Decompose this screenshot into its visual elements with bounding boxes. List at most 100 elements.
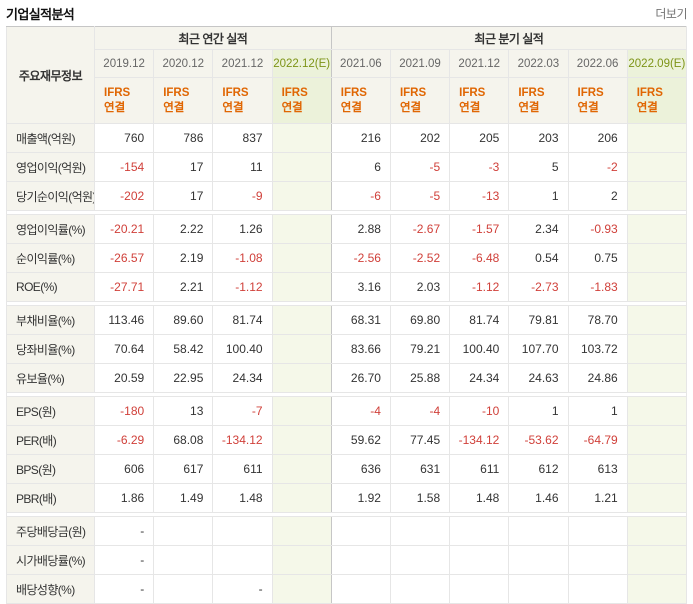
value-cell [627, 214, 688, 244]
consolidation-scope-label: 연결 [340, 101, 362, 114]
standard-header: IFRS 연결 [508, 77, 569, 124]
value-cell [449, 545, 510, 575]
accounting-standard-label: IFRS [163, 86, 190, 99]
accounting-standard-label: IFRS [518, 86, 545, 99]
consolidation-scope-label: 연결 [399, 101, 422, 114]
accounting-standard-label: IFRS [577, 86, 604, 99]
value-cell: 2.34 [508, 214, 569, 244]
value-cell: 17 [153, 181, 214, 211]
value-cell: 2.03 [390, 272, 451, 302]
metric-label: ROE(%) [6, 272, 95, 302]
value-cell: 5 [508, 152, 569, 182]
value-cell: 79.81 [508, 305, 569, 335]
value-cell: 617 [153, 454, 214, 484]
metric-row: 당기순이익(억원) -202 17 -9 -6 -5 -13 1 2 [6, 181, 688, 211]
value-cell [272, 272, 332, 302]
standard-header-row: IFRS 연결 IFRS 연결 IFRS 연결 IFRS 연결 IFRS 연결 IFRS 연결 IFRS… [7, 77, 688, 124]
metric-label: 순이익률(%) [6, 243, 95, 273]
value-cell: -6 [331, 181, 391, 211]
metric-row: EPS(원) -180 13 -7 -4 -4 -10 1 1 [6, 396, 688, 426]
value-cell [627, 425, 688, 455]
metric-row: BPS(원) 606 617 611 636 631 611 612 613 [6, 454, 688, 484]
value-cell: 1 [508, 396, 569, 426]
metric-label: PBR(배) [6, 483, 95, 513]
value-cell [331, 545, 391, 575]
value-cell: 22.95 [153, 363, 214, 393]
value-cell: 113.46 [94, 305, 155, 335]
value-cell: 70.64 [94, 334, 155, 364]
value-cell: 611 [449, 454, 510, 484]
accounting-standard-label: IFRS [340, 86, 367, 99]
value-cell [627, 574, 688, 604]
value-cell: 1.86 [94, 483, 155, 513]
value-cell [272, 516, 332, 546]
accounting-standard-label: IFRS [636, 86, 663, 99]
value-cell: -13 [449, 181, 510, 211]
value-cell: -134.12 [212, 425, 273, 455]
metric-row: 순이익률(%) -26.57 2.19 -1.08 -2.56 -2.52 -6.48 0.5… [6, 243, 688, 273]
value-cell: -20.21 [94, 214, 155, 244]
value-cell [627, 516, 688, 546]
value-cell: -202 [94, 181, 155, 211]
annual-section-header: 최근 연간 실적 [94, 26, 332, 50]
value-cell [568, 545, 628, 575]
value-cell [331, 574, 391, 604]
group-separator-cell [6, 301, 687, 306]
value-cell: 2 [568, 181, 628, 211]
value-cell: 0.75 [568, 243, 628, 273]
metric-label: 영업이익(억원) [6, 152, 95, 182]
value-cell: -1.12 [449, 272, 510, 302]
value-cell: 2.19 [153, 243, 214, 273]
table-body: 매출액(억원) 760 786 837 216 202 205 203 206 영업이익(억원) -… [6, 123, 688, 604]
value-cell: -7 [212, 396, 273, 426]
metric-label: 시가배당률(%) [6, 545, 95, 575]
metric-row: 당좌비율(%) 70.64 58.42 100.40 83.66 79.21 100.40 1… [6, 334, 688, 364]
standard-header: IFRS 연결 [272, 77, 332, 124]
consolidation-scope-label: 연결 [222, 101, 244, 114]
value-cell: -2.52 [390, 243, 451, 273]
value-cell: 100.40 [449, 334, 510, 364]
value-cell: 68.08 [153, 425, 214, 455]
value-cell [568, 574, 628, 604]
value-cell [627, 272, 688, 302]
value-cell: 107.70 [508, 334, 569, 364]
value-cell: 81.74 [212, 305, 273, 335]
value-cell [627, 454, 688, 484]
consolidation-scope-label: 연결 [104, 101, 126, 114]
metric-label: 당기순이익(억원) [6, 181, 95, 211]
value-cell [153, 574, 214, 604]
value-cell: -27.71 [94, 272, 155, 302]
value-cell: 59.62 [331, 425, 391, 455]
value-cell: -10 [449, 396, 510, 426]
value-cell: -1.83 [568, 272, 628, 302]
value-cell: -6.29 [94, 425, 155, 455]
group-separator-cell [6, 210, 687, 215]
value-cell [272, 243, 332, 273]
value-cell: 0.54 [508, 243, 569, 273]
more-link[interactable]: 더보기 [655, 6, 687, 21]
value-cell: 24.34 [449, 363, 510, 393]
value-cell: -1.12 [212, 272, 273, 302]
value-cell [508, 545, 569, 575]
value-cell [627, 363, 688, 393]
value-cell: 3.16 [331, 272, 391, 302]
period-header: 2021.12 [212, 49, 273, 78]
consolidation-scope-label: 연결 [459, 101, 481, 114]
consolidation-scope-label: 연결 [518, 101, 540, 114]
consolidation-scope-label: 연결 [163, 101, 185, 114]
value-cell: 20.59 [94, 363, 155, 393]
value-cell: 83.66 [331, 334, 391, 364]
period-header: 2021.09 [390, 49, 451, 78]
value-cell: 205 [449, 123, 510, 153]
standard-header: IFRS 연결 [449, 77, 510, 124]
value-cell: - [94, 574, 155, 604]
value-cell [390, 545, 451, 575]
value-cell: 81.74 [449, 305, 510, 335]
value-cell [272, 305, 332, 335]
value-cell [272, 454, 332, 484]
standard-header: IFRS 연결 [212, 77, 273, 124]
value-cell: 1.26 [212, 214, 273, 244]
value-cell: 203 [508, 123, 569, 153]
value-cell: 612 [508, 454, 569, 484]
value-cell: 1 [568, 396, 628, 426]
